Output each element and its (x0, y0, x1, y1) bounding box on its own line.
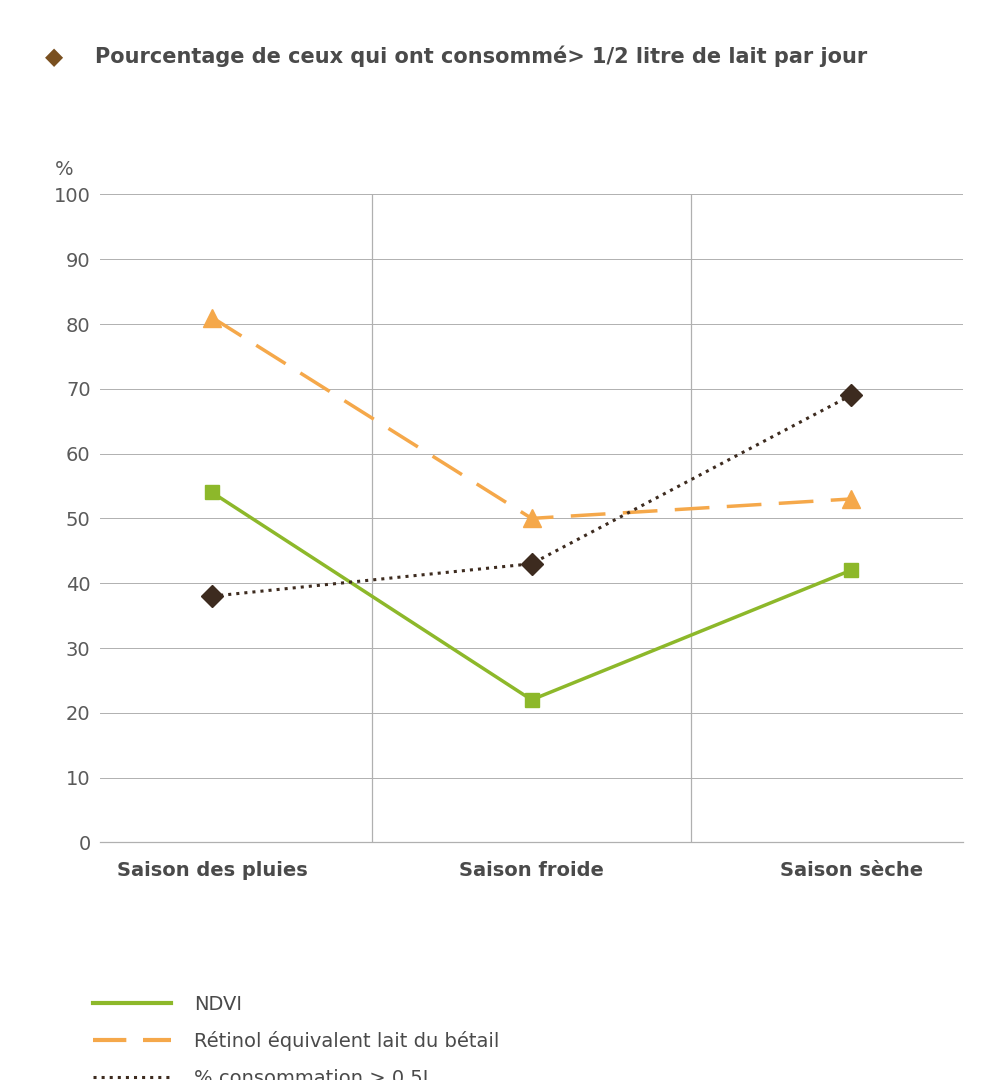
Legend: NDVI, Rétinol équivalent lait du bétail, % consommation > 0,5L: NDVI, Rétinol équivalent lait du bétail,… (92, 995, 499, 1080)
Text: %: % (55, 160, 74, 179)
Text: Pourcentage de ceux qui ont consommé> 1/2 litre de lait par jour: Pourcentage de ceux qui ont consommé> 1/… (95, 45, 867, 67)
Text: ◆: ◆ (45, 45, 63, 69)
